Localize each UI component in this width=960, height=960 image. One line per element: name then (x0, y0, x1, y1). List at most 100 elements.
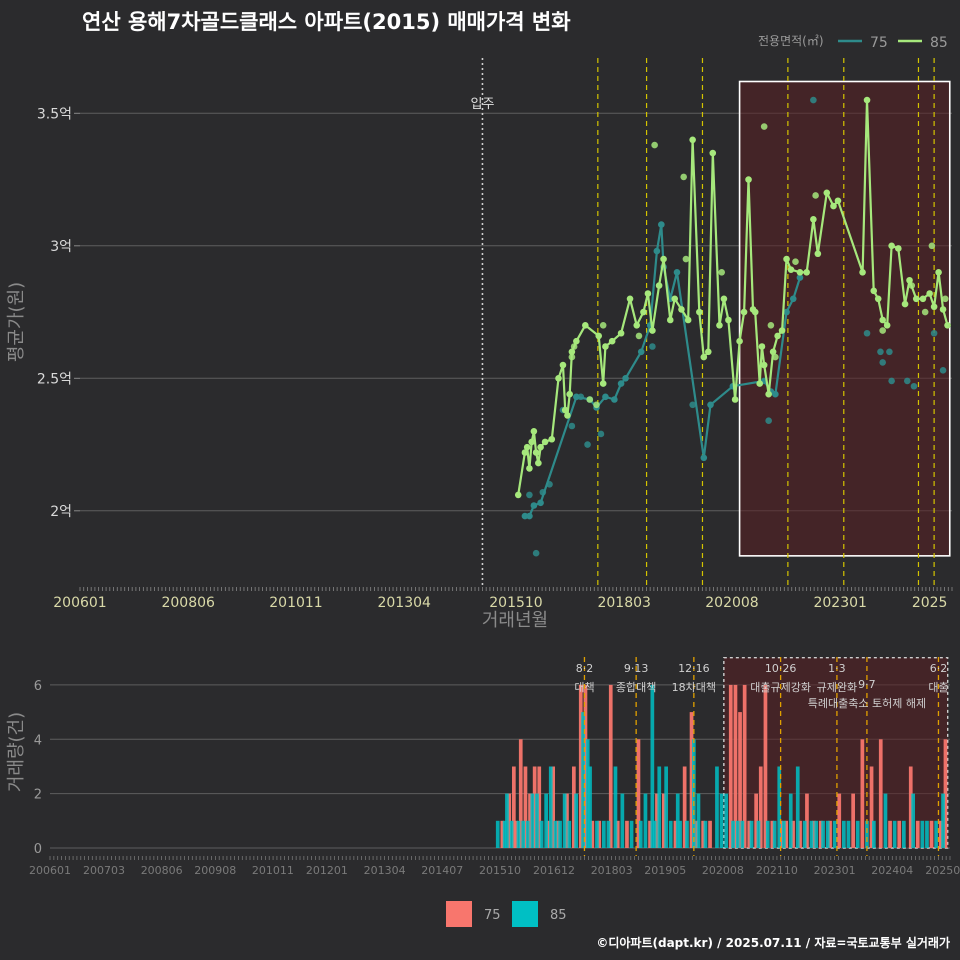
top-xlabel: 거래년월 (482, 610, 548, 631)
highlight-box (738, 80, 951, 557)
price-point-75 (673, 269, 681, 276)
bottom-ytick-label: 6 (34, 679, 42, 694)
price-point-85 (810, 216, 817, 223)
volume-bar-85 (558, 820, 562, 848)
price-point-85 (769, 348, 777, 356)
policy-date-label: 10·26 (765, 662, 797, 675)
volume-bar-85 (548, 766, 553, 848)
price-point-75 (886, 348, 893, 356)
price-point-85 (767, 322, 775, 329)
bottom-ytick-label: 0 (34, 842, 42, 857)
legend-swatch-75 (446, 901, 472, 927)
volume-bar-85 (553, 820, 558, 848)
price-point-85 (935, 269, 942, 276)
policy-name-label: 18차대책 (672, 681, 716, 694)
price-point-75 (930, 329, 938, 337)
volume-bar-85 (509, 820, 514, 848)
price-point-75 (584, 441, 591, 448)
volume-bar-85 (585, 739, 590, 848)
volume-bar-75 (770, 820, 775, 848)
policy-date-label: 8·2 (576, 662, 594, 675)
policy-name-label: 종합대책 (616, 681, 656, 694)
policy-date-label: 12·16 (678, 662, 710, 675)
price-point-85 (760, 123, 768, 130)
price-point-75 (789, 295, 797, 303)
price-point-75 (568, 422, 576, 430)
volume-bar-75 (507, 793, 512, 848)
volume-bar-85 (740, 820, 745, 848)
volume-bar-85 (777, 766, 782, 848)
volume-bar-75 (915, 820, 920, 848)
price-point-85 (756, 380, 764, 387)
volume-bar-85 (620, 793, 625, 848)
price-point-75 (532, 549, 540, 557)
price-point-85 (651, 141, 658, 149)
volume-bar-75 (583, 684, 588, 848)
price-point-85 (731, 396, 739, 403)
price-point-85 (720, 295, 728, 303)
price-point-85 (926, 290, 933, 297)
price-point-75 (653, 247, 661, 255)
volume-bar-85 (802, 820, 807, 848)
volume-bar-75 (537, 766, 542, 848)
price-point-85 (666, 316, 674, 324)
volume-bar-75 (784, 820, 788, 848)
bottom-legend: 75 85 (446, 901, 567, 927)
price-point-85 (568, 348, 576, 356)
volume-bar-85 (925, 820, 929, 848)
price-point-85 (736, 337, 743, 345)
volume-bar-75 (615, 820, 620, 848)
volume-bar-85 (731, 820, 735, 848)
volume-bar-75 (597, 820, 602, 848)
price-point-75 (910, 382, 918, 390)
price-point-85 (823, 189, 831, 197)
volume-bar-85 (613, 766, 618, 848)
price-point-75 (879, 359, 886, 366)
bottom-xtick-label: 200908 (194, 864, 236, 877)
price-point-85 (537, 443, 544, 451)
price-point-85 (888, 242, 895, 250)
volume-bar-85 (855, 820, 860, 848)
bottom-xtick-label: 202301 (814, 864, 856, 877)
price-point-85 (644, 290, 652, 297)
volume-bar-85 (505, 793, 509, 848)
top-xtick-label: 201803 (597, 595, 650, 611)
bottom-ylabel: 거래량(건) (6, 712, 27, 792)
bottom-xtick-label: 200601 (29, 864, 71, 877)
price-point-85 (680, 173, 687, 181)
top-ytick-label: 3억 (50, 239, 72, 255)
volume-bar-85 (650, 684, 655, 848)
bottom-xtick-label: 200703 (83, 864, 125, 877)
price-point-85 (595, 332, 603, 340)
price-point-75 (658, 221, 665, 228)
volume-bar-85 (544, 793, 548, 848)
bottom-xtick-label: 200806 (141, 864, 183, 877)
bottom-ytick-label: 2 (34, 788, 42, 803)
volume-bar-75 (728, 684, 733, 848)
price-point-85 (906, 276, 913, 284)
price-point-85 (530, 428, 538, 435)
volume-bar-85 (525, 820, 530, 848)
volume-bar-85 (678, 820, 682, 848)
bottom-xtick-label: 201011 (252, 864, 294, 877)
legend-swatch-85 (512, 901, 538, 927)
volume-bar-75 (625, 820, 629, 848)
top-xtick-label: 202008 (705, 595, 758, 611)
price-point-85 (521, 449, 529, 456)
price-point-85 (863, 96, 871, 104)
price-point-85 (649, 327, 656, 334)
volume-bar-75 (929, 820, 934, 848)
price-point-85 (830, 202, 837, 210)
volume-bar-85 (588, 766, 592, 848)
volume-bar-85 (883, 793, 888, 848)
price-point-85 (765, 390, 772, 398)
bottom-xtick-label: 202404 (871, 864, 913, 877)
price-point-85 (716, 322, 723, 329)
volume-bar-75 (754, 793, 758, 848)
price-point-85 (599, 322, 607, 329)
price-chart: 2억 2.5억 3억 3.5억 200601 200806 201011 201304 2015… (37, 58, 953, 611)
volume-bar-85 (772, 820, 777, 848)
volume-bar-75 (860, 739, 865, 848)
bottom-xtick-label: 201201 (306, 864, 348, 877)
price-point-85 (874, 295, 882, 303)
